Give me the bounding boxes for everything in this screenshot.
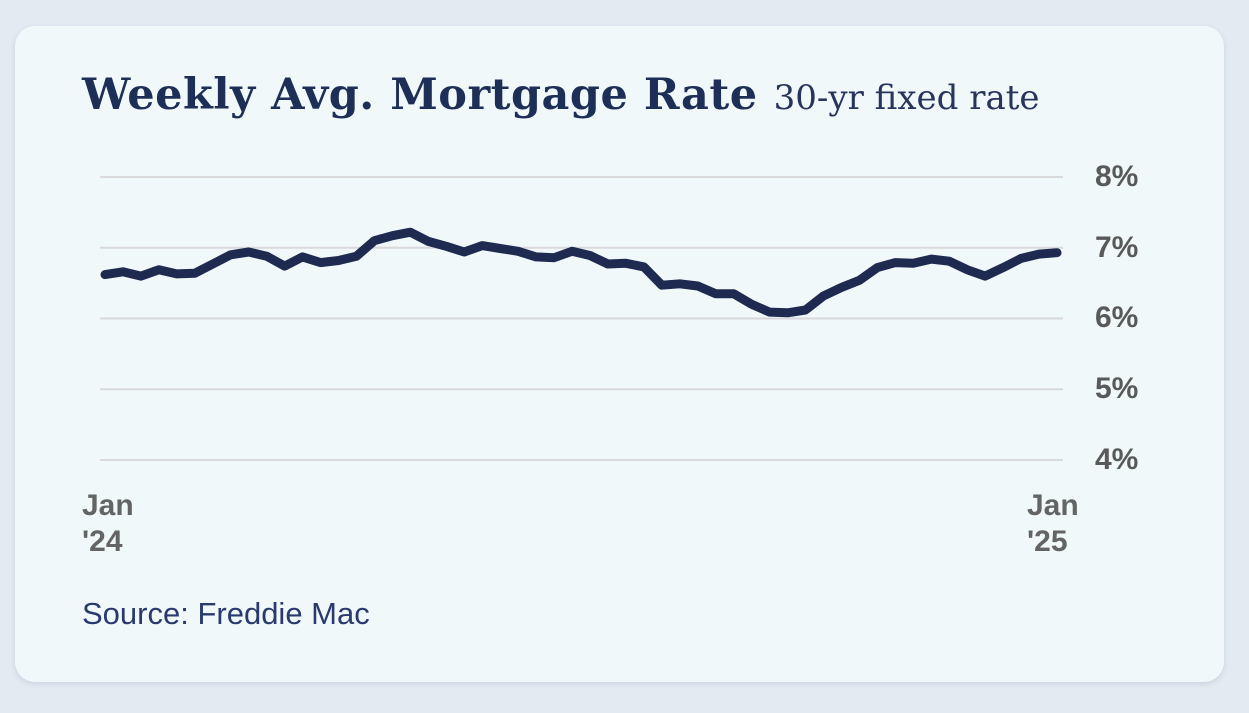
y-axis-tick-7pct: 7% xyxy=(1095,231,1139,264)
x-axis-tick-jan24-year: '24 xyxy=(82,525,123,558)
rate-line-chart xyxy=(100,176,1063,461)
x-axis-tick-jan25-year: '25 xyxy=(1027,525,1068,558)
y-axis-tick-6pct: 6% xyxy=(1095,301,1139,334)
x-axis-tick-jan25: Jan '25 xyxy=(1027,488,1079,560)
y-axis-tick-4pct: 4% xyxy=(1095,443,1139,476)
x-axis-tick-jan24-month: Jan xyxy=(82,489,134,522)
chart-title: Weekly Avg. Mortgage Rate xyxy=(82,70,758,120)
mortgage-rate-card: Weekly Avg. Mortgage Rate 30-yr fixed rat… xyxy=(15,26,1224,682)
chart-subtitle: 30-yr fixed rate xyxy=(773,78,1040,118)
x-axis-tick-jan24: Jan '24 xyxy=(82,488,134,560)
x-axis-tick-jan25-month: Jan xyxy=(1027,489,1079,522)
y-axis-tick-8pct: 8% xyxy=(1095,160,1139,193)
rate-line-series xyxy=(100,227,1062,318)
chart-header: Weekly Avg. Mortgage Rate 30-yr fixed rat… xyxy=(82,70,1040,120)
y-axis-tick-5pct: 5% xyxy=(1095,372,1139,405)
source-note: Source: Freddie Mac xyxy=(82,596,370,631)
